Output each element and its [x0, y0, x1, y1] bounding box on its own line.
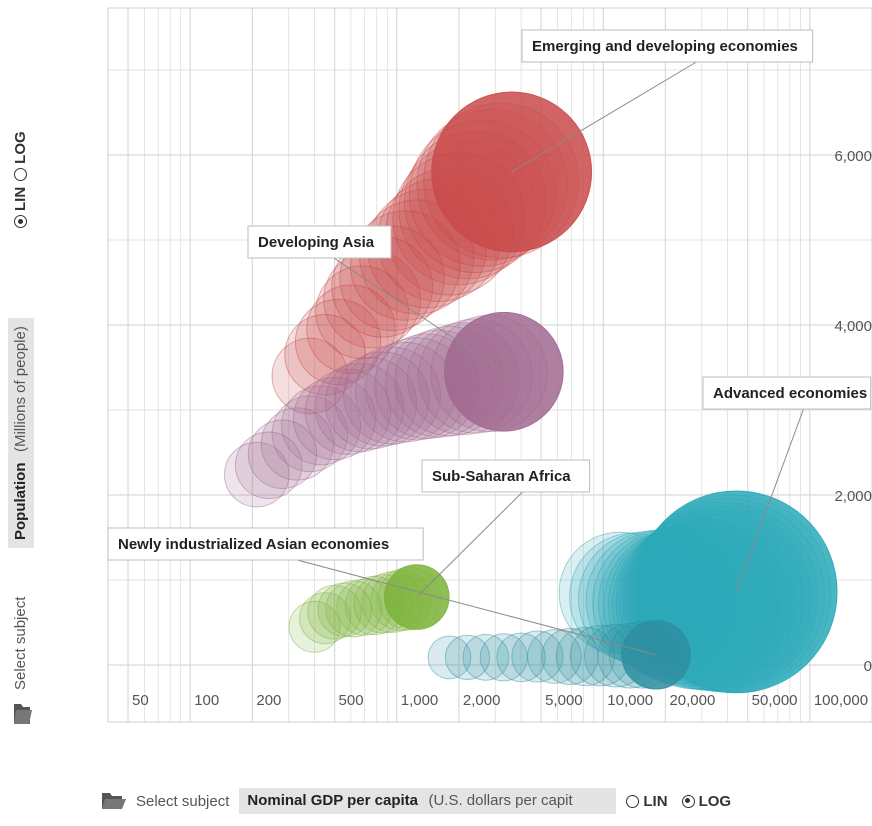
x-subject-units: (U.S. dollars per capit [428, 792, 573, 809]
y-subject-units: (Millions of people) [12, 326, 29, 453]
y-tick-label: 2,000 [834, 488, 872, 505]
advanced-callout-box [702, 376, 872, 410]
x-tick-label: 50,000 [752, 692, 798, 709]
emerging-bubble [315, 265, 410, 360]
africa-bubble [317, 582, 373, 638]
asia-bubble [324, 357, 418, 450]
y-subject-label: Population [12, 462, 29, 541]
asia-callout-box [247, 225, 392, 259]
advanced-callout-line [735, 408, 805, 593]
y-axis-control: LIN LOG Population (Millions of people) … [0, 0, 44, 740]
x-tick-label: 200 [256, 692, 281, 709]
radio-selected-icon [681, 794, 695, 808]
y-tick-label: 4,000 [834, 318, 872, 335]
asia-callout-line [333, 257, 505, 373]
x-tick-label: 1,000 [401, 692, 439, 709]
asia-bubble [334, 351, 430, 447]
y-subject-selector[interactable]: Population (Millions of people) [8, 318, 34, 548]
y-tick-label: 0 [864, 658, 872, 675]
asia-callout-label: Developing Asia [258, 234, 375, 251]
x-tick-label: 5,000 [545, 692, 583, 709]
x-subject-label: Nominal GDP per capita [247, 792, 418, 809]
y-tick-label: 6,000 [834, 148, 872, 165]
asia-bubble [247, 419, 318, 489]
nie-callout-box [107, 527, 424, 561]
emerging-bubble [294, 298, 382, 386]
asia-bubble [314, 362, 405, 453]
radio-selected-icon [14, 215, 27, 228]
y-log-label: LOG [12, 131, 29, 164]
x-tick-label: 500 [339, 692, 364, 709]
nie-bubble [479, 633, 528, 682]
x-tick-label: 100 [194, 692, 219, 709]
y-lin-radio[interactable]: LIN [12, 187, 29, 228]
africa-callout-box [421, 459, 591, 493]
asia-bubble [343, 346, 442, 445]
asia-bubble [260, 407, 334, 481]
africa-callout-line [416, 491, 523, 598]
nie-bubble [511, 630, 564, 683]
x-subject-selector[interactable]: Nominal GDP per capita (U.S. dollars per… [239, 788, 617, 814]
x-lin-label: LIN [643, 792, 668, 810]
asia-bubble [223, 441, 290, 508]
x-log-radio[interactable]: LOG [681, 792, 732, 810]
x-log-label: LOG [698, 792, 732, 810]
asia-bubble [234, 431, 303, 500]
x-select-subject-label[interactable]: Select subject [136, 792, 230, 810]
africa-bubble [325, 580, 383, 638]
chart-bubbles [223, 91, 838, 694]
asia-bubble [280, 385, 362, 466]
nie-bubble [555, 626, 616, 687]
y-select-subject[interactable]: Select subject [12, 597, 30, 690]
x-axis-control: Select subject Nominal GDP per capita (U… [100, 784, 731, 818]
asia-bubble [292, 376, 377, 461]
y-select-subject-label: Select subject [12, 596, 29, 690]
emerging-callout-line [511, 61, 697, 173]
emerging-callout-label: Emerging and developing economies [532, 38, 798, 55]
asia-bubble [304, 368, 392, 455]
africa-bubble [299, 592, 352, 645]
chart-ticks: 50 100 200 500 1,000 2,000 5,000 10,000 20,000 50… [132, 148, 872, 709]
y-lin-label: LIN [12, 186, 29, 211]
chart-grid [107, 7, 872, 723]
nie-callout-line [296, 559, 657, 656]
folder-icon[interactable] [100, 791, 126, 811]
y-scale-radio-group: LIN LOG [12, 131, 29, 228]
emerging-callout-box [521, 29, 814, 63]
x-scale-radio-group: LIN LOG [626, 793, 731, 810]
nie-bubble [541, 628, 599, 685]
nie-bubble [527, 629, 582, 684]
africa-callout-label: Sub-Saharan Africa [432, 468, 571, 485]
x-tick-label: 20,000 [669, 692, 715, 709]
x-tick-label: 100,000 [814, 692, 868, 709]
nie-bubble [444, 634, 491, 680]
radio-unselected-icon [626, 794, 640, 808]
folder-icon[interactable] [12, 700, 32, 726]
nie-callout-label: Newly industrialized Asian economies [118, 536, 389, 553]
asia-bubble [271, 395, 349, 473]
x-tick-label: 50 [132, 692, 149, 709]
radio-unselected-icon [14, 167, 27, 181]
x-tick-label: 10,000 [607, 692, 653, 709]
nie-bubble [496, 632, 546, 683]
advanced-callout-label: Advanced economies [713, 385, 867, 402]
nie-bubble [462, 634, 510, 681]
x-lin-radio[interactable]: LIN [626, 792, 668, 810]
chart-annotations: Emerging and developing economies Develop… [107, 29, 872, 656]
y-log-radio[interactable]: LOG [12, 131, 29, 181]
emerging-bubble [271, 337, 349, 415]
x-tick-label: 2,000 [463, 692, 501, 709]
nie-bubble [427, 635, 472, 680]
emerging-bubble [284, 313, 366, 396]
africa-bubble [288, 600, 341, 653]
emerging-bubble [306, 284, 396, 374]
africa-bubble [307, 585, 362, 640]
